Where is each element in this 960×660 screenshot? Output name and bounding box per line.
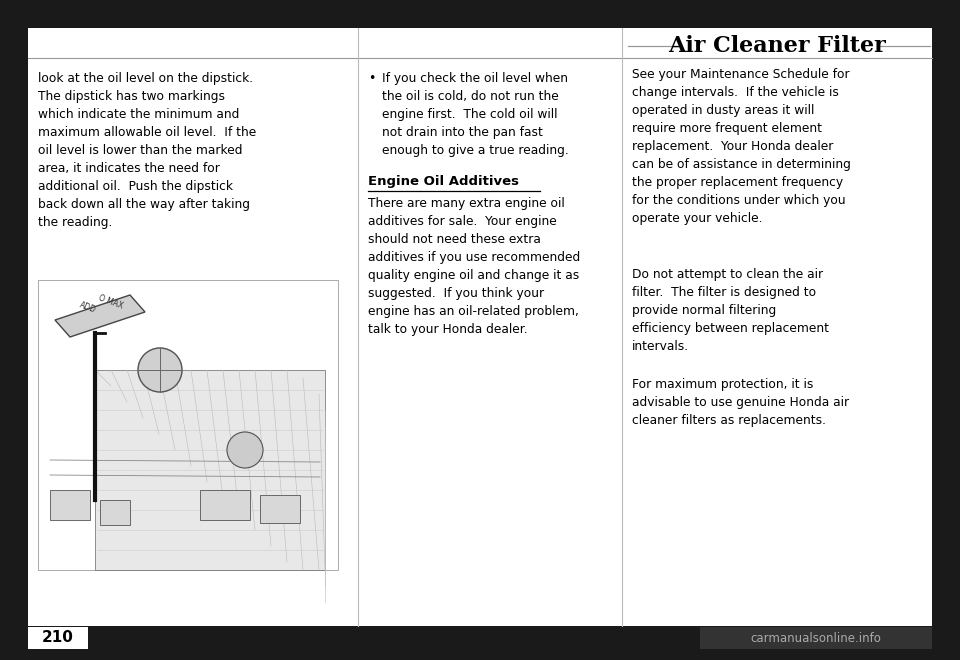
Circle shape [227, 432, 263, 468]
Bar [200, 490, 250, 520]
Text: 210: 210 [42, 630, 74, 645]
Text: If you check the oil level when
the oil is cold, do not run the
engine first.  T: If you check the oil level when the oil … [382, 72, 568, 157]
Circle shape [138, 348, 182, 392]
Text: See your Maintenance Schedule for
change intervals.  If the vehicle is
operated : See your Maintenance Schedule for change… [632, 68, 851, 225]
Polygon shape [55, 295, 145, 337]
Text: •: • [368, 72, 375, 85]
Text: look at the oil level on the dipstick.
The dipstick has two markings
which indic: look at the oil level on the dipstick. T… [38, 72, 256, 229]
Text: Air Cleaner Filter: Air Cleaner Filter [668, 35, 886, 57]
Text: carmanualsonline.info: carmanualsonline.info [751, 632, 881, 645]
Text: Engine Oil Additives: Engine Oil Additives [368, 175, 519, 188]
Text: ADD: ADD [78, 301, 97, 315]
Text: For maximum protection, it is
advisable to use genuine Honda air
cleaner filters: For maximum protection, it is advisable … [632, 378, 850, 427]
Bar [95, 370, 325, 570]
Bar [28, 627, 88, 649]
Text: O MAX: O MAX [97, 294, 124, 311]
Text: Do not attempt to clean the air
filter.  The filter is designed to
provide norma: Do not attempt to clean the air filter. … [632, 268, 829, 353]
Bar [700, 627, 932, 649]
Bar [38, 280, 338, 570]
Text: There are many extra engine oil
additives for sale.  Your engine
should not need: There are many extra engine oil additive… [368, 197, 580, 336]
Bar [260, 495, 300, 523]
Bar [100, 500, 130, 525]
Bar [50, 490, 90, 520]
